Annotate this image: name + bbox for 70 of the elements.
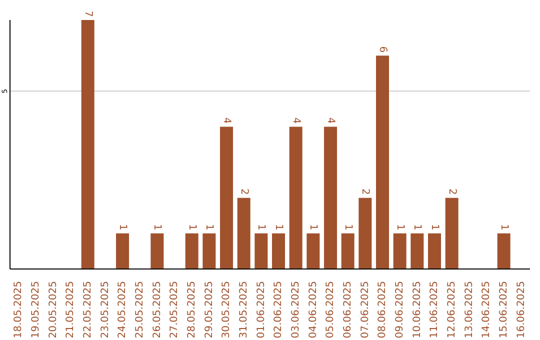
bar xyxy=(254,233,268,269)
data-label: 1 xyxy=(117,224,128,230)
bar xyxy=(150,233,164,269)
x-tick-label: 31.05.2025 xyxy=(238,281,250,338)
x-tick-label: 01.06.2025 xyxy=(256,281,267,338)
x-tick-label: 20.05.2025 xyxy=(48,281,59,338)
data-label: 4 xyxy=(325,117,336,124)
x-tick-label: 15.06.2025 xyxy=(498,281,510,338)
x-tick-label: 16.06.2025 xyxy=(516,281,527,338)
bar xyxy=(289,126,302,269)
bar xyxy=(445,198,458,269)
data-label: 1 xyxy=(186,224,198,230)
x-tick-label: 02.06.2025 xyxy=(273,281,284,338)
data-label: 2 xyxy=(238,188,250,195)
x-tick-label: 13.06.2025 xyxy=(464,281,475,338)
bar xyxy=(341,233,354,269)
bar xyxy=(410,233,424,269)
x-tick-label: 05.06.2025 xyxy=(325,281,336,338)
data-label: 1 xyxy=(152,224,163,230)
bar xyxy=(324,126,337,269)
bar xyxy=(393,233,406,269)
x-tick-label: 03.06.2025 xyxy=(290,281,302,338)
data-label: 1 xyxy=(342,224,354,230)
bar xyxy=(497,233,510,269)
data-label: 1 xyxy=(394,224,406,230)
data-label: 7 xyxy=(82,10,94,17)
data-label: 1 xyxy=(204,224,215,230)
x-tick-label: 30.05.2025 xyxy=(221,281,232,338)
x-tick-label: 26.05.2025 xyxy=(152,281,163,338)
x-tick-label: 24.05.2025 xyxy=(117,281,128,338)
x-tick-label: 08.06.2025 xyxy=(377,281,388,338)
bar xyxy=(272,233,285,269)
x-tick-label: 07.06.2025 xyxy=(360,281,371,338)
bar xyxy=(428,233,441,269)
x-tick-label: 06.06.2025 xyxy=(342,281,354,338)
bar xyxy=(202,233,216,269)
x-tick-label: 11.06.2025 xyxy=(429,281,440,338)
x-tick-label: 22.05.2025 xyxy=(82,281,94,338)
x-tick-label: 28.05.2025 xyxy=(186,281,198,338)
data-label: 1 xyxy=(308,224,319,230)
x-tick-label: 09.06.2025 xyxy=(394,281,406,338)
x-tick-label: 29.05.2025 xyxy=(204,281,215,338)
bar xyxy=(116,233,129,269)
data-label: 4 xyxy=(221,117,232,124)
data-label: 1 xyxy=(498,224,510,230)
data-label: 4 xyxy=(290,117,302,124)
bar xyxy=(306,233,320,269)
x-tick-label: 25.05.2025 xyxy=(134,281,146,338)
data-label: 2 xyxy=(360,188,371,195)
data-label: 1 xyxy=(429,224,440,230)
x-tick-label: 19.05.2025 xyxy=(30,281,42,338)
x-tick-label: 04.06.2025 xyxy=(308,281,319,338)
bar xyxy=(237,198,250,269)
x-tick-label: 21.05.2025 xyxy=(65,281,76,338)
x-tick-label: 23.05.2025 xyxy=(100,281,111,338)
data-label: 1 xyxy=(273,224,284,230)
bar xyxy=(220,126,233,269)
data-label: 1 xyxy=(412,224,423,230)
bar xyxy=(185,233,198,269)
x-tick-label: 14.06.2025 xyxy=(481,281,492,338)
bar xyxy=(358,198,372,269)
x-tick-label: 10.06.2025 xyxy=(412,281,423,338)
x-tick-label: 12.06.2025 xyxy=(446,281,458,338)
x-tick-label: 18.05.2025 xyxy=(13,281,24,338)
bar xyxy=(376,56,389,269)
bar xyxy=(81,20,94,269)
data-label: 1 xyxy=(256,224,267,230)
data-label: 6 xyxy=(377,46,388,53)
x-tick-label: 27.05.2025 xyxy=(169,281,180,338)
data-label: 2 xyxy=(446,188,458,195)
